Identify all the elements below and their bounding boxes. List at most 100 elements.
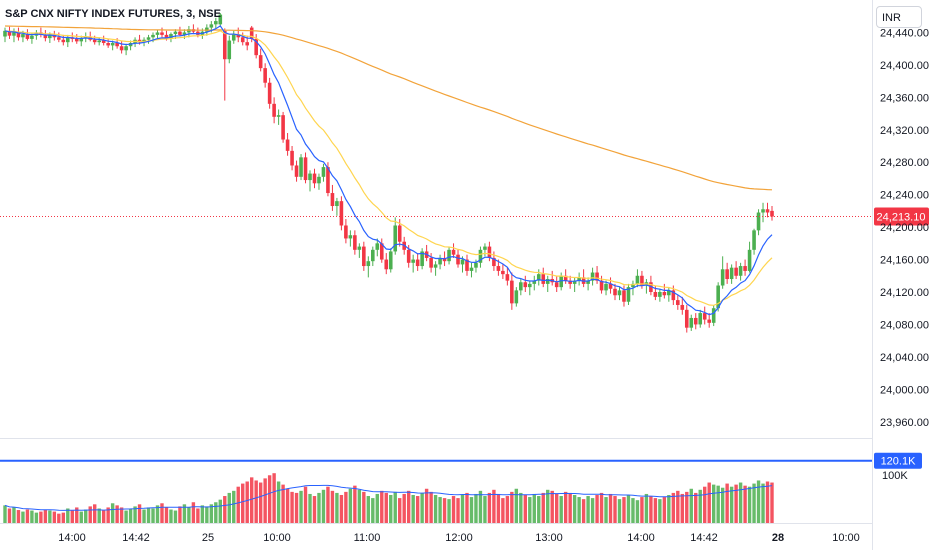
time-tick-label: 14:00 (58, 532, 86, 544)
volume-bar (424, 488, 429, 523)
volume-bar (169, 509, 173, 523)
volume-bar (617, 499, 622, 523)
volume-level-label-bg (874, 452, 922, 469)
volume-bar (124, 510, 128, 523)
candle-body (115, 42, 119, 47)
candle-body (707, 319, 712, 323)
currency-selector[interactable]: INR (876, 6, 922, 28)
volume-bar (393, 491, 397, 523)
candle-body (640, 275, 644, 286)
volume-bar (671, 492, 676, 523)
candle-body (532, 280, 537, 284)
candle-body (227, 40, 232, 60)
volume-bar (626, 494, 631, 523)
volume-bar (743, 485, 747, 523)
candle-body (330, 193, 335, 207)
candle-body (693, 317, 698, 325)
volume-bar (711, 484, 716, 523)
volume-bar (209, 504, 214, 523)
volume-bar (303, 486, 308, 523)
candle-body (339, 201, 344, 226)
grid-lines (0, 0, 873, 550)
candle-body (272, 103, 276, 117)
candle-body (510, 280, 514, 304)
candle-body (173, 31, 178, 35)
price-tick-label: 24,240.00 (880, 190, 929, 202)
volume-bar (232, 490, 236, 523)
volume-bars (3, 473, 774, 523)
volume-bar (276, 481, 281, 523)
volume-bar (572, 494, 577, 523)
candle-body (366, 261, 371, 267)
candle-body (353, 235, 357, 250)
candle-body (48, 34, 52, 39)
volume-bar (133, 506, 137, 523)
candle-body (483, 246, 487, 250)
candle-body (496, 266, 501, 271)
candle-body (151, 34, 155, 38)
candle-body (460, 259, 465, 265)
time-tick-label: 14:42 (122, 532, 150, 544)
volume-bar (537, 496, 541, 523)
volume-bar (716, 485, 720, 523)
volume-bar (729, 486, 734, 523)
volume-bar (146, 507, 151, 523)
volume-bar (747, 486, 752, 523)
candle-body (523, 282, 528, 288)
candle-body (433, 264, 438, 268)
volume-bar (330, 490, 335, 523)
volume-bar (312, 496, 317, 523)
last-price-label-bg (874, 207, 929, 226)
volume-bar (415, 496, 420, 523)
volume-bar (57, 513, 61, 523)
candle-body (653, 292, 658, 297)
time-tick-label: 13:00 (535, 532, 563, 544)
candle-body (303, 157, 308, 181)
volume-bar (496, 493, 501, 523)
candle-body (752, 230, 756, 250)
candle-body (375, 243, 380, 250)
volume-bar (25, 509, 30, 523)
price-tick-label: 24,160.00 (880, 255, 929, 267)
candle-body (160, 32, 164, 35)
candle-body (716, 285, 720, 309)
volume-bar (137, 504, 142, 523)
candle-body (110, 42, 115, 46)
candle-body (613, 288, 617, 296)
volume-bar (487, 492, 492, 523)
candle-body (101, 40, 106, 43)
volume-bar (577, 497, 581, 523)
volume-bar (142, 509, 146, 523)
ema-fast-line (4, 25, 773, 316)
volume-bar (720, 487, 725, 523)
volume-bar (608, 493, 613, 523)
volume-bar (406, 490, 411, 523)
candle-body (586, 280, 590, 284)
candle-body (761, 209, 765, 213)
candle-body (720, 269, 725, 286)
candle-body (164, 34, 169, 39)
volume-bar (93, 504, 97, 523)
time-tick-label: 10:00 (263, 532, 291, 544)
volume-bar (676, 490, 680, 523)
candle-body (617, 290, 622, 296)
volume-bar (21, 511, 25, 523)
candle-body (415, 259, 420, 267)
volume-bar (613, 496, 617, 523)
candle-body (671, 290, 676, 301)
candle-body (536, 274, 541, 281)
candle-body (249, 27, 254, 39)
candle-body (734, 267, 738, 276)
candle-body (155, 32, 160, 35)
volume-bar (155, 505, 160, 523)
volume-bar (523, 494, 528, 523)
volume-bar (272, 473, 276, 523)
volume-bar (738, 482, 743, 523)
candle-body (478, 249, 483, 263)
candle-body (595, 272, 599, 281)
volume-bar (214, 502, 218, 523)
volume-bar (698, 489, 702, 523)
volume-bar (478, 490, 483, 523)
candle-body (348, 235, 353, 239)
